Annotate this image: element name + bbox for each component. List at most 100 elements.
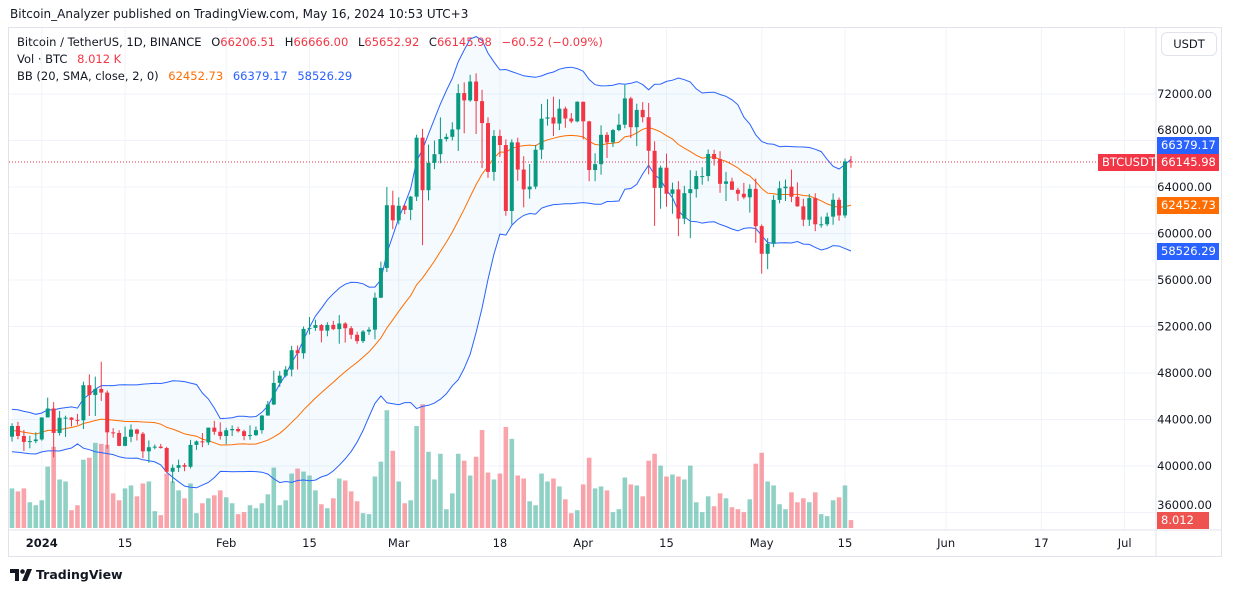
candle [325,322,330,337]
tradingview-logo[interactable]: TradingView [10,567,123,582]
price-tick-label: 44000.00 [1157,413,1212,427]
tradingview-logo-icon [10,568,32,581]
candle-body [123,436,128,446]
currency-button[interactable]: USDT [1161,32,1217,56]
candle [831,193,836,225]
candle-body [361,331,366,342]
candle [646,102,651,175]
volume-bar [842,485,848,528]
candle [289,345,294,377]
candle [248,425,252,440]
candle-body [491,135,496,172]
volume-bar [622,477,628,528]
candle-body [146,447,151,452]
volume-bar [836,497,842,528]
candle-body [605,134,609,143]
candle [384,187,389,272]
candle-body [390,205,395,221]
candle-body [646,117,651,151]
candle-body [152,446,157,448]
bb-label[interactable]: BB (20, SMA, close, 2, 0) [17,69,159,83]
price-axis[interactable]: 72000.00 68000.00 64000.00 60000.00 56000.00… [1157,87,1212,512]
candle [27,435,32,449]
volume-bar [658,465,663,528]
candle [224,427,229,445]
candle-body [87,385,92,396]
candle [390,190,395,230]
volume-label[interactable]: Vol · BTC [17,52,68,66]
candle-body [10,425,14,437]
candle-body [349,328,354,335]
candle-body [551,117,556,124]
candle [307,316,312,335]
time-tick-label: 2024 [26,536,58,550]
candle [146,440,151,463]
candle [432,140,437,170]
time-axis[interactable]: 2024 15 Feb 15 Mar 18 Apr 15 May 15 Jun 17 Jul [26,536,1132,550]
volume-bar [235,514,241,528]
candle-body [45,408,50,418]
volume-bar [81,459,86,528]
volume-bar [741,512,747,528]
time-tick-label: 18 [493,536,508,550]
volume-bar [783,509,788,528]
volume-bar [592,488,598,528]
candle [837,197,842,221]
volume-bar [9,488,15,528]
candle-body [741,193,746,198]
legend-symbol[interactable]: Bitcoin / TetherUS, 1D, BINANCE [17,35,202,49]
candle-body [200,441,205,443]
candle-body [587,121,592,170]
candle [164,446,169,473]
volume-bar [110,493,116,528]
volume-bar [652,453,657,528]
volume-bar [521,478,526,528]
candle-body [783,186,788,189]
time-tick-label: Mar [388,536,410,550]
volume-bar [63,481,68,528]
candle [724,171,728,201]
candle-body [729,181,734,190]
volume-bar [212,495,217,528]
candle-body [456,93,461,130]
volume-bar [634,485,640,528]
candle-body [747,188,752,198]
candle-body [182,465,187,467]
candle-body [384,205,389,268]
candle-body [27,441,32,443]
candle-body [664,167,669,194]
candle-body [93,388,98,396]
candle-body [474,81,479,102]
candle-body [164,448,169,472]
volume-bar [313,490,318,528]
bollinger-bands [11,36,852,489]
candle-body [801,206,806,220]
candle-body [545,117,550,119]
candle-body [438,139,443,155]
candle [182,463,187,472]
candle-body [378,267,383,298]
candle [313,319,318,331]
candle [45,397,50,418]
candle-body [527,186,532,190]
candle-body [610,130,615,143]
candle-body [694,176,699,190]
high-value: 66666.00 [293,35,349,49]
candle-body [819,224,824,226]
volume-bar [830,500,836,528]
volume-value: 8.012 K [77,52,122,66]
candle [729,177,734,190]
candle-body [652,150,657,188]
candle-body [21,435,26,442]
volume-bar [426,451,431,528]
symbol-tag: BTCUSDT [1098,154,1156,171]
candle-body [789,186,794,197]
volume-bar [217,490,223,528]
candle [789,169,794,203]
candle [676,181,681,237]
candle-body [248,435,252,437]
candle [605,132,609,158]
candle-body [569,118,574,122]
volume-bar [354,501,360,528]
